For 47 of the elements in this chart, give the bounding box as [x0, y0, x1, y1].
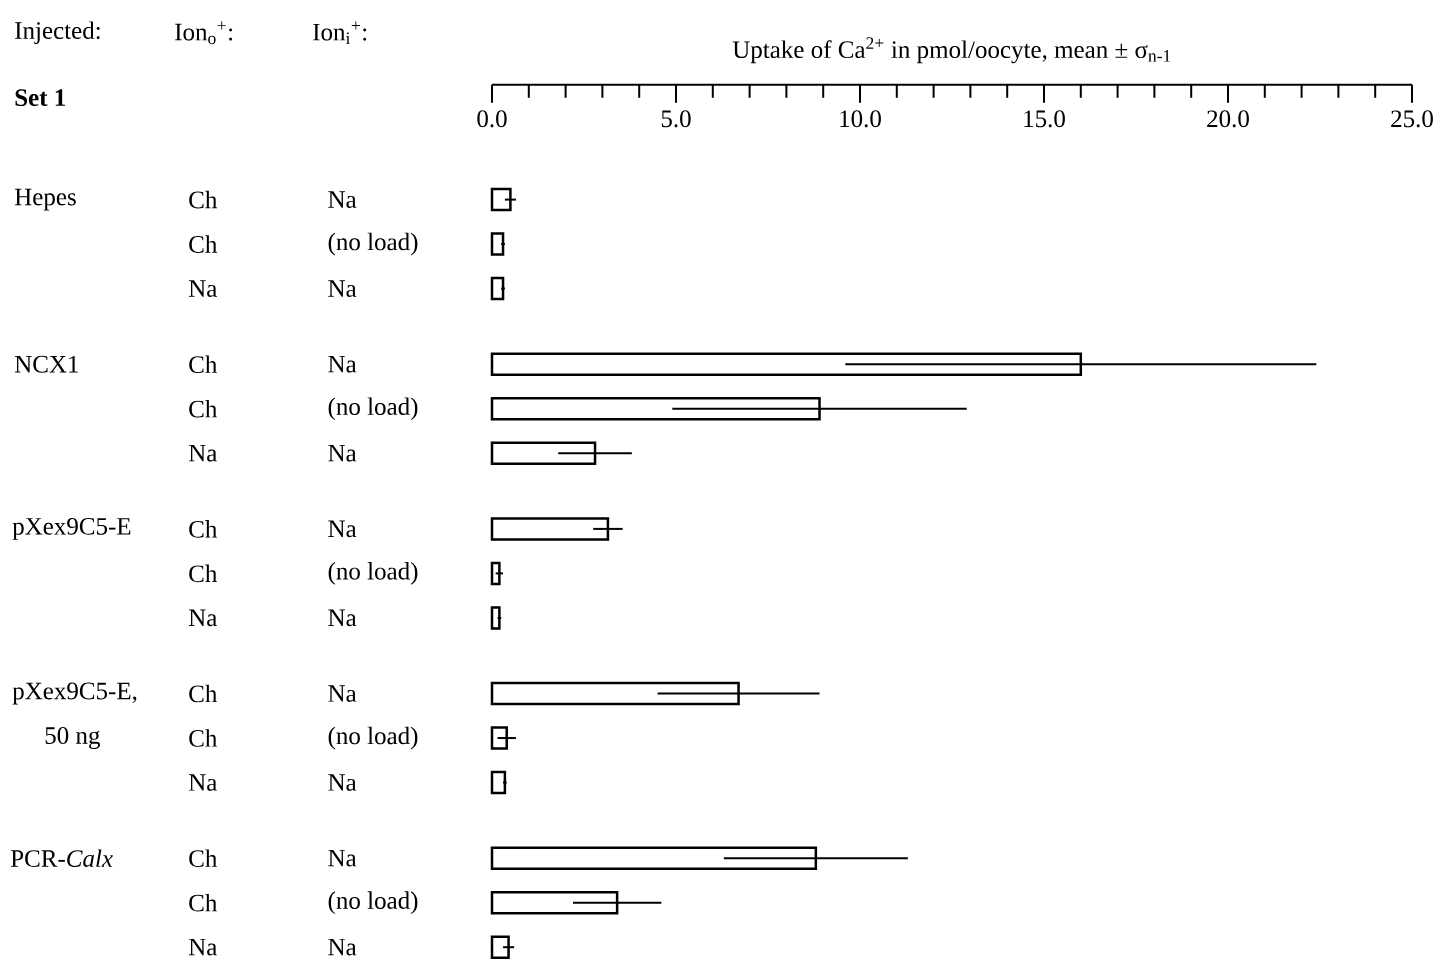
y-tick-label: (no load)	[328, 397, 418, 421]
text: Ch	[189, 190, 218, 209]
text: Na	[188, 774, 218, 791]
text: pXex9C5-E	[12, 517, 131, 540]
text: Na	[188, 938, 218, 956]
text: Ch	[189, 355, 218, 374]
y-tick-label: Na	[328, 938, 357, 956]
text: Na	[188, 444, 218, 462]
text: pXex9C5-E,	[12, 682, 137, 705]
text: NCX1	[14, 355, 78, 373]
x-tick-label: 15.0	[1024, 110, 1065, 128]
text: PCR-Calx	[10, 849, 113, 867]
text: Na	[188, 280, 218, 297]
text: Set 1	[15, 89, 65, 107]
text: Ion$_{i}$$^{+}$:	[313, 21, 367, 45]
text: Ch	[189, 235, 218, 253]
y-tick-label: Na	[328, 520, 357, 538]
text: Ch	[189, 520, 218, 538]
x-tick-label: 5.0	[661, 110, 691, 128]
y-tick-label: (no load)	[328, 562, 418, 585]
y-tick-label: Na	[328, 355, 357, 373]
y-tick-label: Na	[328, 685, 357, 702]
text: Ch	[189, 564, 218, 583]
x-tick-label: 10.0	[840, 110, 881, 128]
y-tick-label: Na	[328, 280, 357, 297]
text: Ion$_{o}$$^{+}$:	[175, 21, 233, 45]
y-tick-label: (no load)	[328, 891, 418, 915]
x-tick-label: 20.0	[1207, 110, 1249, 128]
text: Ch	[189, 399, 218, 418]
text: Na	[188, 609, 218, 627]
text: Ch	[189, 684, 218, 703]
text: 50 ng	[45, 727, 100, 750]
y-tick-label: Na	[328, 444, 357, 462]
text: Injected:	[15, 21, 100, 45]
y-tick-label: (no load)	[328, 726, 418, 750]
y-tick-label: Na	[328, 191, 357, 208]
y-tick-label: (no load)	[328, 232, 418, 256]
y-tick-label: Na	[328, 849, 357, 867]
text: Ch	[189, 729, 218, 747]
text: Ch	[189, 849, 218, 867]
x-tick-label: 0.0	[477, 110, 507, 128]
text: Hepes	[14, 188, 76, 211]
x-tick-label: 25.0	[1391, 110, 1433, 128]
text: Ch	[189, 893, 218, 912]
y-tick-label: Na	[328, 774, 357, 791]
y-tick-label: Na	[328, 609, 357, 627]
x-axis-title: Uptake of Ca$^{2+}$ in pmol/oocyte, mean ± σ$_{n-1}$	[732, 37, 1171, 64]
